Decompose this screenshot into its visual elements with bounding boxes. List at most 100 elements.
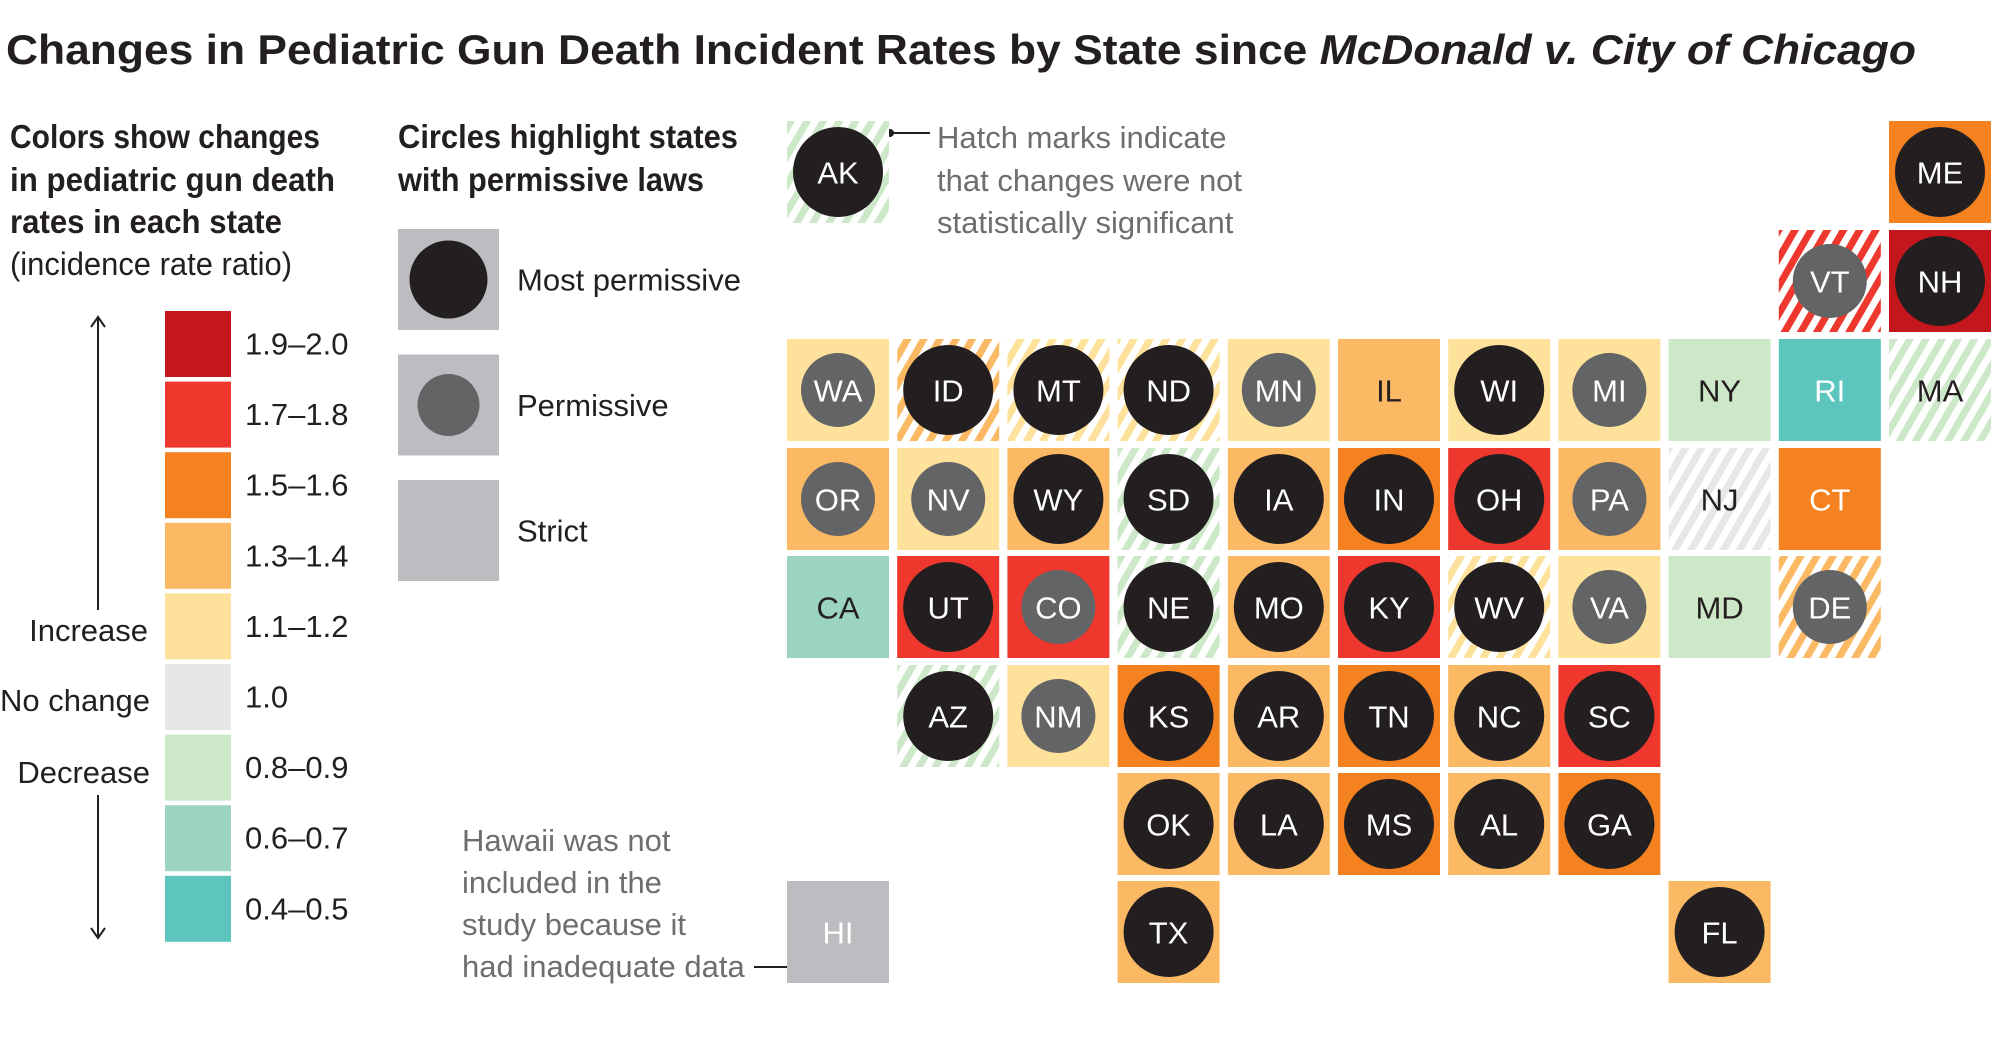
state-tile-vt: VT — [1778, 230, 1881, 332]
hawaii-note: Hawaii was not included in the study bec… — [462, 823, 810, 984]
permissive-circle — [911, 462, 986, 536]
most-permissive-circle — [1233, 671, 1324, 761]
swatch-2 — [165, 452, 231, 519]
swatch-label-6: 0.8–0.9 — [245, 750, 348, 785]
permissive-circle — [1572, 570, 1647, 644]
state-tile-mt: MT — [1007, 339, 1110, 441]
state-label: MT — [1036, 374, 1081, 409]
state-tile-wa: WA — [787, 339, 889, 441]
state-label: NC — [1477, 700, 1522, 735]
hawaii-note-line-1: Hawaii was not — [462, 823, 671, 858]
state-label: ME — [1917, 156, 1964, 191]
law-legend-heading-2: with permissive laws — [397, 161, 704, 198]
no-change-label: No change — [0, 683, 150, 718]
state-tile-sd: SD — [1117, 448, 1220, 550]
hawaii-note-line-2: included in the — [462, 865, 662, 900]
swatch-6 — [165, 734, 231, 801]
state-tile-ri: RI — [1778, 339, 1881, 441]
most-permissive-circle — [1233, 779, 1324, 869]
state-label: KY — [1368, 591, 1409, 626]
most-permissive-circle — [1564, 671, 1655, 761]
state-label: OK — [1146, 808, 1191, 843]
state-tile-ky: KY — [1338, 556, 1440, 658]
most-permissive-circle — [1123, 671, 1214, 761]
state-label: MO — [1254, 591, 1304, 626]
state-label: SD — [1147, 483, 1190, 518]
state-tile-ok: OK — [1117, 773, 1220, 875]
swatch-0 — [165, 311, 231, 377]
state-label: NM — [1034, 700, 1082, 735]
state-tile-nh: NH — [1889, 230, 1991, 332]
permissive-circle — [1241, 353, 1316, 427]
state-label: TX — [1149, 916, 1189, 951]
tile-fill — [1668, 448, 1771, 550]
state-label: WI — [1480, 374, 1518, 409]
state-tile-nv: NV — [897, 448, 1000, 550]
state-tile-il: IL — [1338, 339, 1440, 441]
state-label: WV — [1474, 591, 1524, 626]
state-label: OR — [815, 483, 862, 518]
most-permissive-circle — [1123, 562, 1214, 652]
most-permissive-circle — [409, 240, 488, 319]
most-permissive-circle — [1454, 562, 1545, 652]
state-label: SC — [1588, 700, 1631, 735]
most-permissive-circle — [1233, 562, 1324, 652]
hatch-note-line-2: that changes were not — [937, 163, 1242, 198]
state-tile-de: DE — [1778, 556, 1881, 658]
permissive-circle — [1572, 462, 1647, 536]
swatch-3 — [165, 522, 231, 589]
state-tile-hi: HI — [787, 881, 889, 983]
swatch-label-8: 0.4–0.5 — [245, 891, 348, 926]
permissive-circle — [801, 462, 875, 536]
most-permissive-circle — [1013, 454, 1104, 544]
state-tile-mo: MO — [1227, 556, 1330, 658]
state-tile-la: LA — [1227, 773, 1330, 875]
state-label: MN — [1255, 374, 1303, 409]
state-label: WY — [1033, 483, 1083, 518]
tile-fill — [787, 881, 889, 983]
permissive-circle — [417, 374, 480, 436]
state-tile-id: ID — [897, 339, 1000, 441]
hawaii-note-line-3: study because it — [462, 907, 686, 942]
tile-fill — [1668, 556, 1771, 658]
law-legend: Circles highlight states with permissive… — [397, 118, 741, 581]
swatch-label-1: 1.7–1.8 — [245, 397, 348, 432]
state-label: IL — [1376, 374, 1402, 409]
most-permissive-circle — [903, 671, 994, 761]
swatch-1 — [165, 381, 231, 448]
state-label: ND — [1146, 374, 1191, 409]
swatch-label-0: 1.9–2.0 — [245, 327, 348, 362]
state-label: AL — [1480, 808, 1518, 843]
permissive-circle — [1572, 353, 1647, 427]
state-tile-md: MD — [1668, 556, 1771, 658]
state-label: CA — [816, 591, 859, 626]
state-label: AK — [817, 156, 859, 191]
swatch-4 — [165, 593, 231, 660]
hawaii-note-line-4: had inadequate data — [462, 949, 745, 984]
tile-fill — [1778, 339, 1881, 441]
state-label: DE — [1808, 591, 1851, 626]
state-tile-ma: MA — [1889, 339, 1991, 441]
state-label: FL — [1702, 916, 1738, 951]
chart-title-main: Changes in Pediatric Gun Death Incident … — [6, 26, 1320, 73]
state-label: AZ — [928, 700, 968, 735]
most-permissive-circle — [903, 562, 994, 652]
tile-fill — [1889, 339, 1991, 441]
chart-title-case: McDonald v. City of Chicago — [1320, 26, 1916, 73]
swatch-7 — [165, 805, 231, 872]
most-permissive-circle — [1233, 454, 1324, 544]
tile-fill — [1668, 339, 1771, 441]
state-tile-nc: NC — [1448, 665, 1551, 767]
state-tile-co: CO — [1007, 556, 1110, 658]
permissive-circle — [1792, 244, 1867, 318]
most-permissive-circle — [793, 127, 883, 217]
most-permissive-circle — [1454, 779, 1545, 869]
color-legend-heading-1: Colors show changes — [10, 118, 320, 155]
state-label: NH — [1918, 265, 1963, 300]
state-label: IA — [1264, 483, 1294, 518]
state-label: LA — [1260, 808, 1298, 843]
state-tile-ca: CA — [787, 556, 889, 658]
state-tile-va: VA — [1558, 556, 1661, 658]
state-label: TN — [1368, 700, 1409, 735]
